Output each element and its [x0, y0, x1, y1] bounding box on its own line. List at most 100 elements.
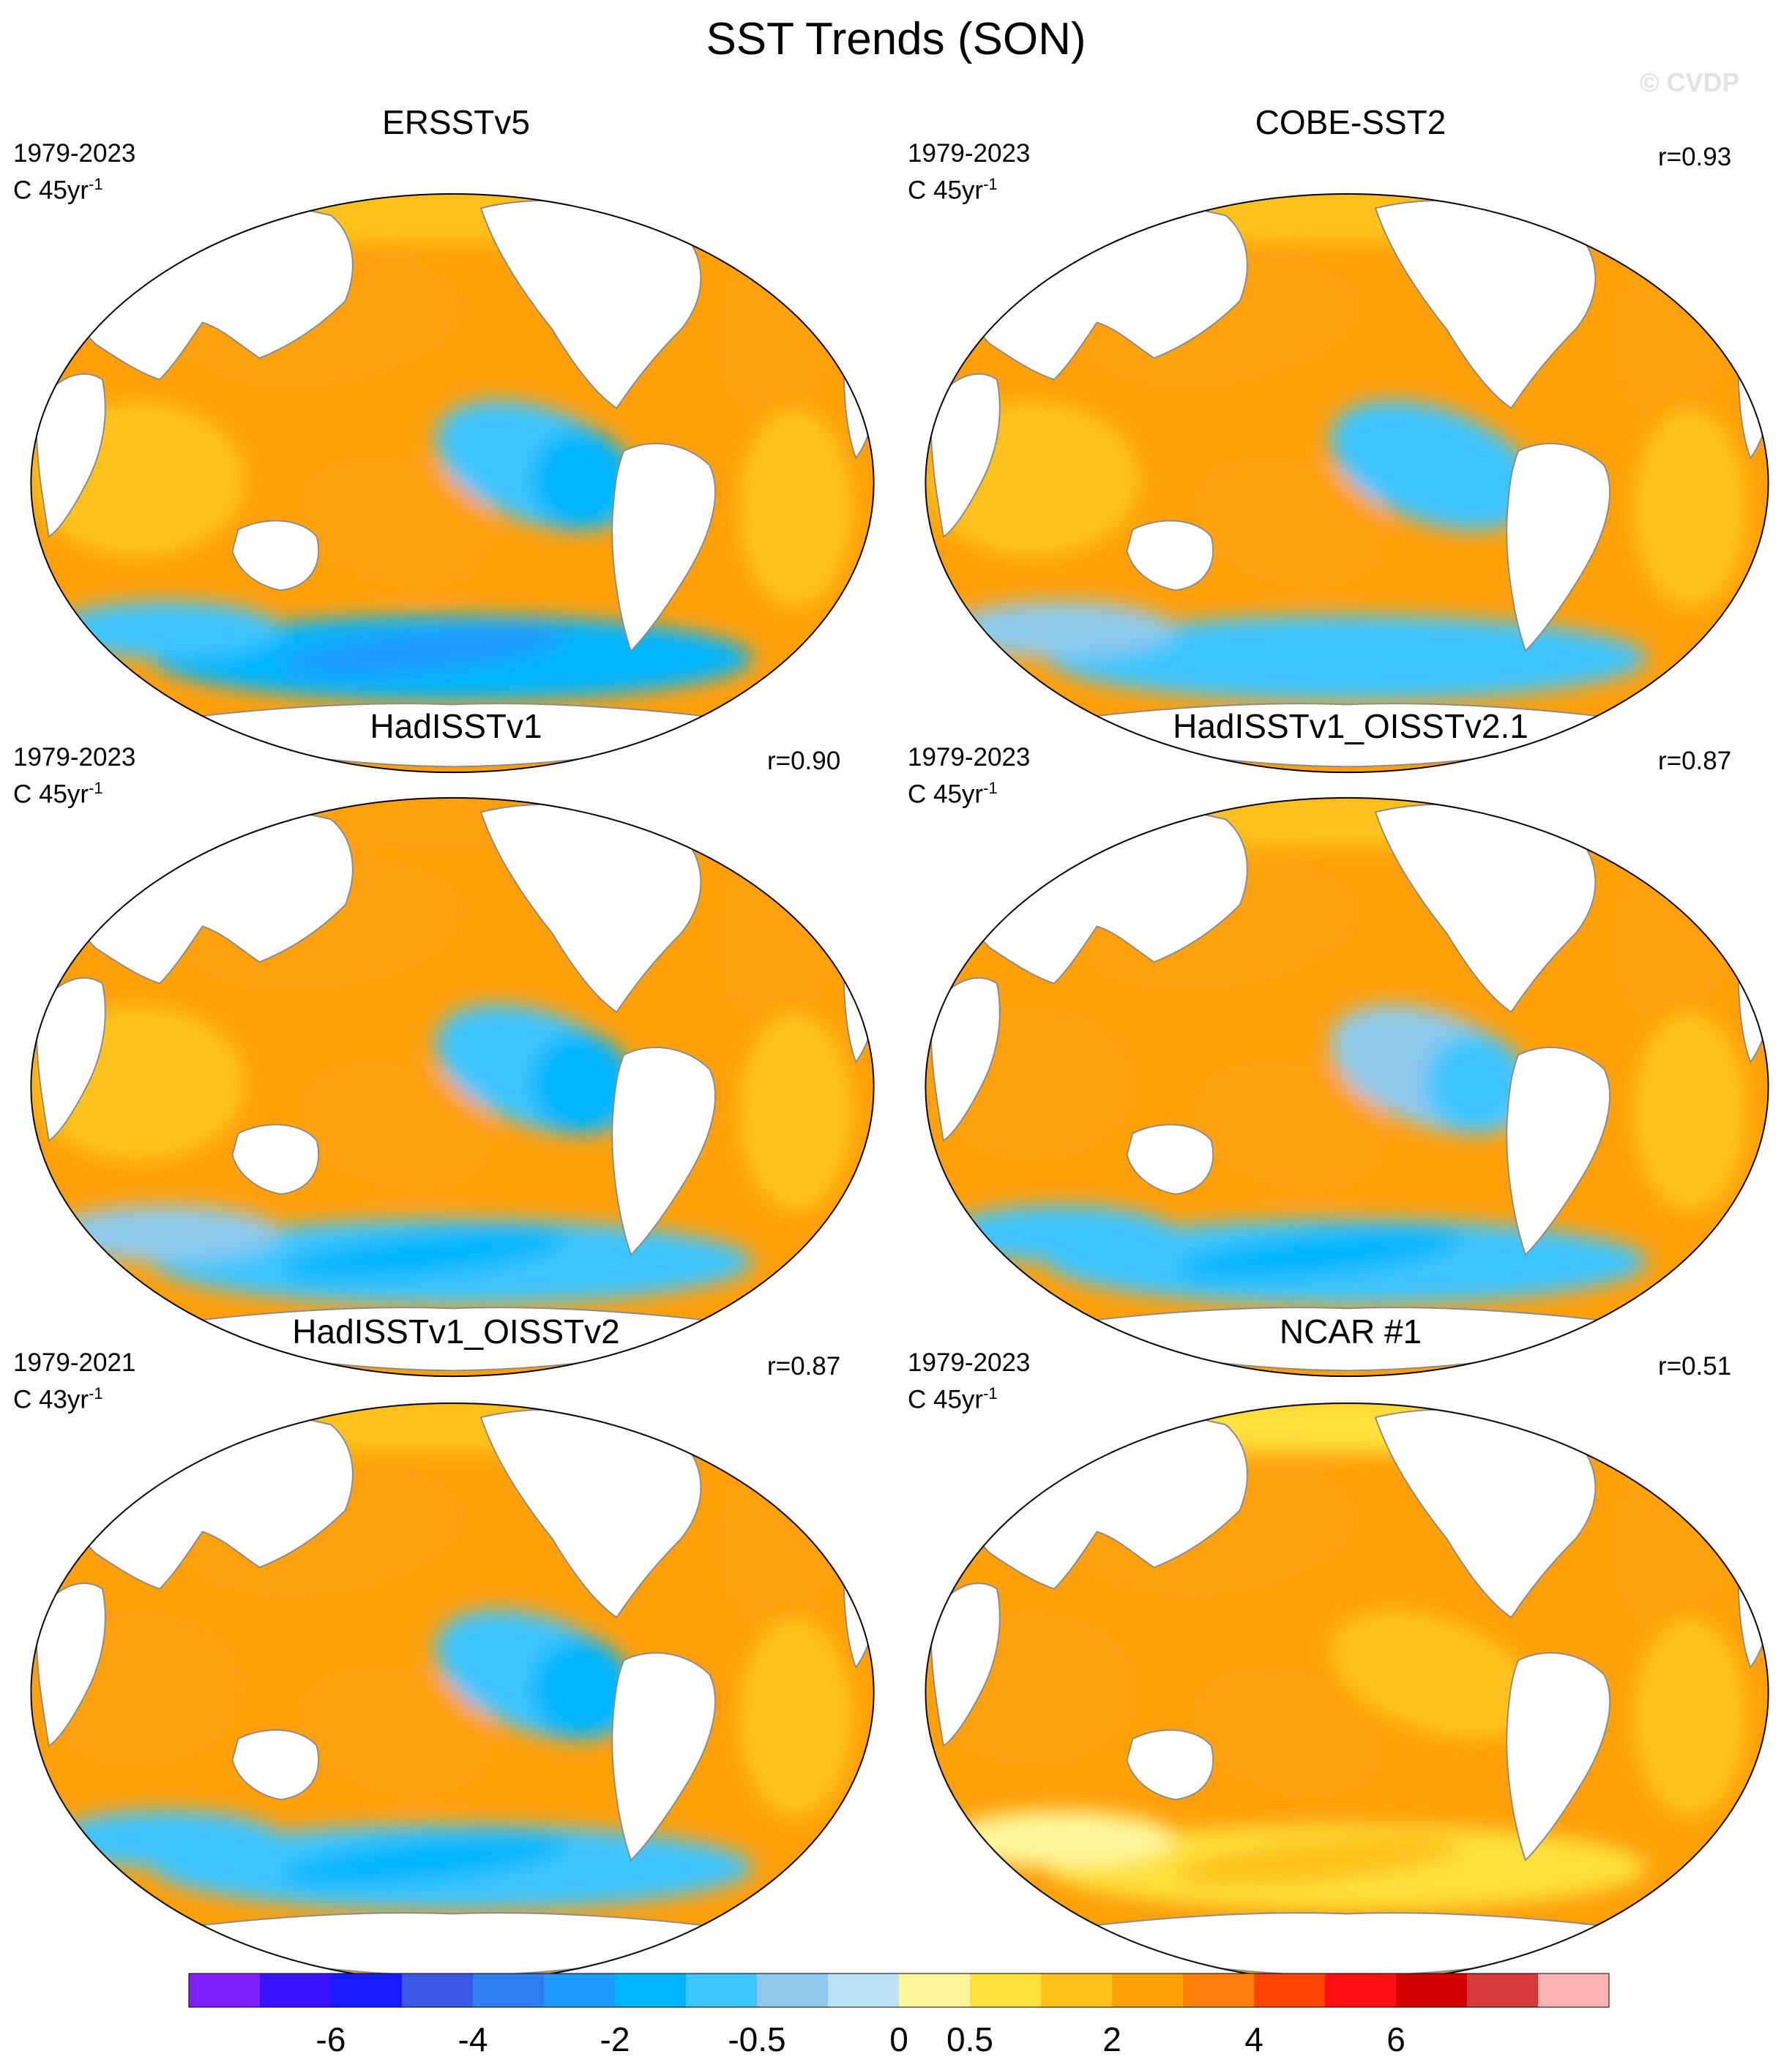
land-mass: [611, 1652, 716, 1862]
map-panel: ERSSTv5 1979-2023 C 45yr-1: [13, 102, 899, 774]
south-pacific-region: [1192, 1058, 1388, 1194]
colorbar-box: [1254, 1973, 1326, 2007]
sst-trend-map: [30, 193, 875, 774]
panel-title: HadISSTv1_OISSTv2: [292, 1312, 620, 1351]
panel-title: COBE-SST2: [1255, 103, 1446, 141]
arctic-region: [52, 193, 853, 244]
land-mass: [231, 1729, 320, 1801]
colorbar-box: [1112, 1973, 1184, 2007]
southern-ocean-core: [281, 624, 567, 677]
arctic-region: [52, 797, 853, 848]
colorbar-tick-label: -6: [316, 2020, 346, 2058]
south-pacific-region: [1192, 455, 1388, 590]
map-panel: HadISSTv1_OISSTv2 1979-2021 C 43yr-1 r=0.87: [13, 1312, 899, 1983]
colorbar-box: [1183, 1973, 1255, 2007]
colorbar-box: [686, 1973, 758, 2007]
land-mass: [687, 1408, 743, 1461]
colorbar-tick-label: 2: [1102, 2020, 1121, 2058]
south-pacific-region: [297, 455, 493, 590]
southern-ocean-core: [1176, 1834, 1461, 1886]
panel-title: HadISSTv1: [370, 707, 542, 745]
panel-units: C 43yr-1: [13, 1379, 103, 1415]
south-indian-region: [52, 600, 281, 659]
pattern-correlation: r=0.87: [767, 1352, 841, 1381]
east-pacific-cold-core: [531, 1638, 631, 1739]
panel-period: 1979-2023: [13, 743, 136, 772]
land-mass: [1126, 520, 1214, 591]
units-label: C 45yr: [908, 176, 984, 205]
pattern-correlation: r=0.51: [1658, 1352, 1732, 1381]
panel-period: 1979-2021: [13, 1348, 136, 1377]
south-atlantic-region: [738, 1012, 853, 1212]
units-exponent: -1: [983, 1384, 998, 1403]
land-mass: [611, 1047, 716, 1257]
units-exponent: -1: [983, 175, 998, 193]
globe-outline: [30, 796, 875, 1378]
map-panel: HadISSTv1 1979-2023 C 45yr-1 r=0.90: [13, 706, 899, 1378]
colorbar-box: [1325, 1973, 1397, 2007]
arctic-region: [947, 1403, 1747, 1454]
land-mass: [35, 1582, 106, 1747]
colorbar-tick-label: 4: [1244, 2020, 1263, 2058]
colorbar-box: [828, 1973, 900, 2007]
colorbar-box: [757, 1973, 829, 2007]
south-atlantic-region: [738, 1617, 853, 1818]
colorbar-box: [1467, 1973, 1539, 2007]
land-mass: [231, 520, 320, 591]
land-mass: [231, 1124, 320, 1195]
globe-outline: [30, 193, 875, 774]
land-mass: [1581, 198, 1638, 252]
map-panel: HadISSTv1_OISSTv2.1 1979-2023 C 45yr-1 r=0.…: [908, 706, 1792, 1378]
south-atlantic-region: [1632, 1617, 1747, 1818]
colorbar-box: [970, 1973, 1042, 2007]
panel-period: 1979-2023: [908, 1348, 1031, 1377]
figure-title: SST Trends (SON): [706, 14, 1086, 64]
sst-trend-map: [30, 796, 875, 1378]
south-pacific-region: [1192, 1664, 1388, 1799]
land-mass: [794, 1428, 874, 1504]
colorbar-box: [402, 1973, 474, 2007]
east-pacific-cold-core: [1425, 1033, 1526, 1134]
land-mass: [35, 977, 106, 1142]
sst-trend-map: [925, 193, 1769, 774]
colorbar-frame: [188, 1973, 1610, 2008]
sst-trend-map: [925, 1402, 1769, 1983]
south-atlantic-region: [1632, 408, 1747, 608]
colorbar-box: [544, 1973, 616, 2007]
southern-ocean-core: [281, 1228, 567, 1281]
south-indian-region: [947, 1204, 1176, 1263]
land-mass: [794, 823, 874, 899]
land-mass: [35, 373, 106, 538]
land-mass: [1581, 1408, 1638, 1461]
colorbar-tick-label: -2: [600, 2020, 630, 2058]
land-mass: [930, 1582, 1001, 1747]
colorbar-box: [1396, 1973, 1468, 2007]
colorbar-box: [331, 1973, 403, 2007]
land-mass: [611, 443, 716, 653]
land-mass: [930, 977, 1001, 1142]
southern-ocean-core: [1176, 624, 1461, 677]
pattern-correlation: r=0.93: [1658, 143, 1732, 171]
sst-trend-map: [925, 796, 1769, 1378]
south-indian-region: [947, 600, 1176, 659]
colorbar-box: [899, 1973, 971, 2007]
cvdp-watermark: © CVDP: [1640, 67, 1740, 97]
colorbar: -6 -4 -2 -0.5 0 0.5 2 4 6: [188, 1973, 1610, 2058]
arctic-region: [947, 797, 1747, 848]
panel-period: 1979-2023: [13, 139, 136, 168]
panel-title: HadISSTv1_OISSTv2.1: [1173, 707, 1528, 745]
land-mass: [1126, 1729, 1214, 1801]
east-pacific-cold-core: [531, 429, 631, 530]
land-mass: [1506, 1047, 1610, 1257]
units-exponent: -1: [89, 175, 103, 193]
colorbar-tick-label: -0.5: [728, 2020, 785, 2058]
sst-trend-map: [30, 1402, 875, 1983]
colorbar-box: [615, 1973, 687, 2007]
land-mass: [930, 373, 1001, 538]
panel-units: C 45yr-1: [908, 170, 998, 206]
south-pacific-region: [297, 1664, 493, 1799]
units-label: C 43yr: [13, 1385, 89, 1414]
south-indian-region: [947, 1810, 1176, 1868]
colorbar-box: [1538, 1973, 1610, 2007]
globe-outline: [925, 796, 1769, 1378]
